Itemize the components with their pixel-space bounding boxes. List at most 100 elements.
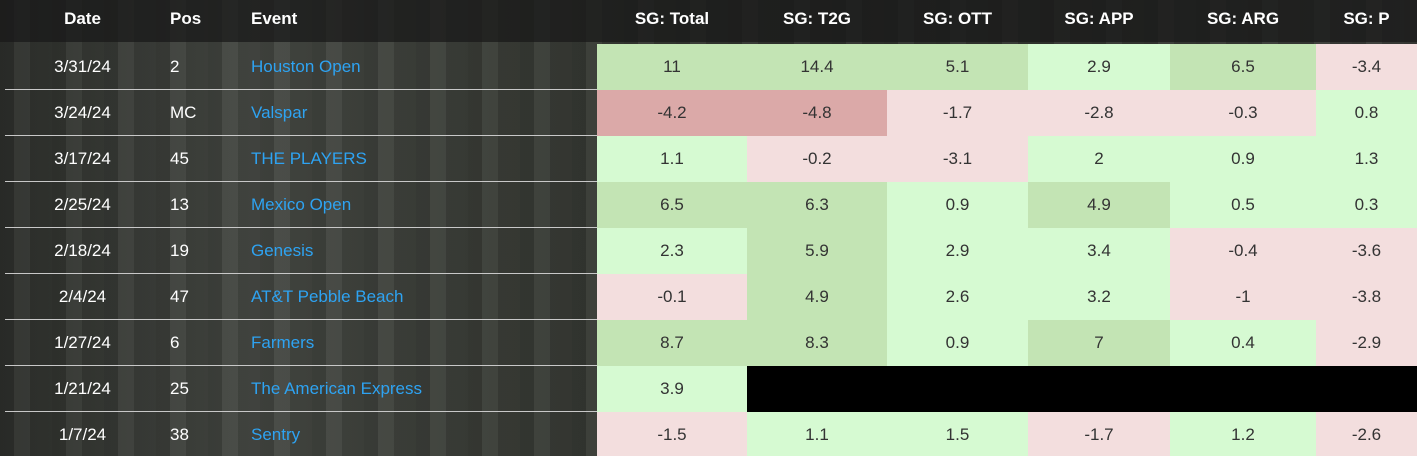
missing-cell (887, 366, 1028, 412)
date-cell: 2/18/24 (54, 241, 111, 260)
sg-cell: 4.9 (747, 274, 887, 320)
row-divider (5, 181, 597, 182)
column-header: SG: T2G (782, 9, 851, 28)
sg-cell: 1.2 (1170, 412, 1316, 456)
sg-cell: -3.6 (1316, 228, 1417, 274)
date-cell: 2/25/24 (54, 195, 111, 214)
sg-cell: 6.3 (747, 182, 887, 228)
sg-cell: 2.3 (597, 228, 747, 274)
missing-cell (1170, 366, 1316, 412)
sg-cell: 8.7 (597, 320, 747, 366)
column-header: Event (251, 9, 298, 28)
pos-cell: 13 (170, 195, 189, 214)
sg-cell: -2.8 (1028, 90, 1170, 136)
row-divider (5, 135, 597, 136)
pos-cell: 6 (170, 333, 180, 352)
sg-cell: 0.9 (887, 182, 1028, 228)
pos-cell: 2 (170, 57, 180, 76)
sg-cell: 0.9 (887, 320, 1028, 366)
sg-cell: 7 (1028, 320, 1170, 366)
event-link: Mexico Open (251, 195, 352, 214)
sg-cell: -1.5 (597, 412, 747, 456)
row-divider (5, 227, 597, 228)
sg-cell: 2.9 (887, 228, 1028, 274)
sg-cell: -2.9 (1316, 320, 1417, 366)
column-header: Date (64, 9, 101, 28)
sg-cell: -4.8 (747, 90, 887, 136)
date-cell: 3/31/24 (54, 57, 111, 76)
sg-cell: 2 (1028, 136, 1170, 182)
sg-cell: 4.9 (1028, 182, 1170, 228)
event-link: Genesis (251, 241, 314, 260)
sg-cell: -4.2 (597, 90, 747, 136)
date-cell: 3/24/24 (54, 103, 111, 122)
sg-cell: 14.4 (747, 44, 887, 90)
row-divider (5, 411, 597, 412)
sg-cell: -0.3 (1170, 90, 1316, 136)
sg-cell: 6.5 (1170, 44, 1316, 90)
column-header: Pos (170, 9, 202, 28)
event-link: THE PLAYERS (251, 149, 367, 168)
sg-cell: 1.1 (597, 136, 747, 182)
sg-cell: 0.9 (1170, 136, 1316, 182)
event-link: The American Express (251, 379, 423, 398)
event-link: Houston Open (251, 57, 361, 76)
date-cell: 1/27/24 (54, 333, 111, 352)
sg-cell: -1.7 (887, 90, 1028, 136)
sg-cell: -2.6 (1316, 412, 1417, 456)
sg-cell: 1.5 (887, 412, 1028, 456)
sg-cell: 0.3 (1316, 182, 1417, 228)
sg-cell: 11 (597, 44, 747, 90)
column-header: SG: P (1343, 9, 1390, 28)
date-cell: 1/7/24 (58, 425, 107, 444)
sg-cell: 0.8 (1316, 90, 1417, 136)
sg-cell: 3.2 (1028, 274, 1170, 320)
missing-cell (1028, 366, 1170, 412)
column-header: SG: APP (1064, 9, 1134, 28)
column-header: SG: OTT (923, 9, 992, 28)
sg-cell: 2.9 (1028, 44, 1170, 90)
sg-cell: -1 (1170, 274, 1316, 320)
missing-cell (747, 366, 887, 412)
sg-cell: -0.2 (747, 136, 887, 182)
sg-cell: -3.4 (1316, 44, 1417, 90)
row-divider (5, 273, 597, 274)
sg-cell: 5.9 (747, 228, 887, 274)
sg-cell: 1.1 (747, 412, 887, 456)
pos-cell: 25 (170, 379, 189, 398)
date-cell: 3/17/24 (54, 149, 111, 168)
event-link: AT&T Pebble Beach (251, 287, 404, 306)
sg-cell: 8.3 (747, 320, 887, 366)
sg-cell: 3.9 (597, 366, 747, 412)
sg-cell: -1.7 (1028, 412, 1170, 456)
row-divider (5, 365, 597, 366)
sg-cell: 0.5 (1170, 182, 1316, 228)
sg-cell: -3.8 (1316, 274, 1417, 320)
sg-cell: -3.1 (887, 136, 1028, 182)
date-cell: 2/4/24 (58, 287, 107, 306)
sg-cell: -0.4 (1170, 228, 1316, 274)
header-bar (0, 0, 1417, 42)
sg-cell: 1.3 (1316, 136, 1417, 182)
event-link: Farmers (251, 333, 315, 352)
missing-cell (1316, 366, 1417, 412)
event-link: Sentry (251, 425, 301, 444)
pos-cell: 38 (170, 425, 189, 444)
pos-cell: 45 (170, 149, 189, 168)
sg-cell: 2.6 (887, 274, 1028, 320)
pos-cell: 47 (170, 287, 189, 306)
sg-cell: 6.5 (597, 182, 747, 228)
sg-cell: 3.4 (1028, 228, 1170, 274)
sg-cell: 0.4 (1170, 320, 1316, 366)
row-divider (5, 89, 597, 90)
date-cell: 1/21/24 (54, 379, 111, 398)
row-divider (5, 319, 597, 320)
pos-cell: 19 (170, 241, 189, 260)
event-link: Valspar (251, 103, 308, 122)
sg-cell: -0.1 (597, 274, 747, 320)
sg-cell: 5.1 (887, 44, 1028, 90)
pos-cell: MC (170, 103, 197, 122)
column-header: SG: Total (634, 9, 710, 28)
column-header: SG: ARG (1206, 9, 1280, 28)
